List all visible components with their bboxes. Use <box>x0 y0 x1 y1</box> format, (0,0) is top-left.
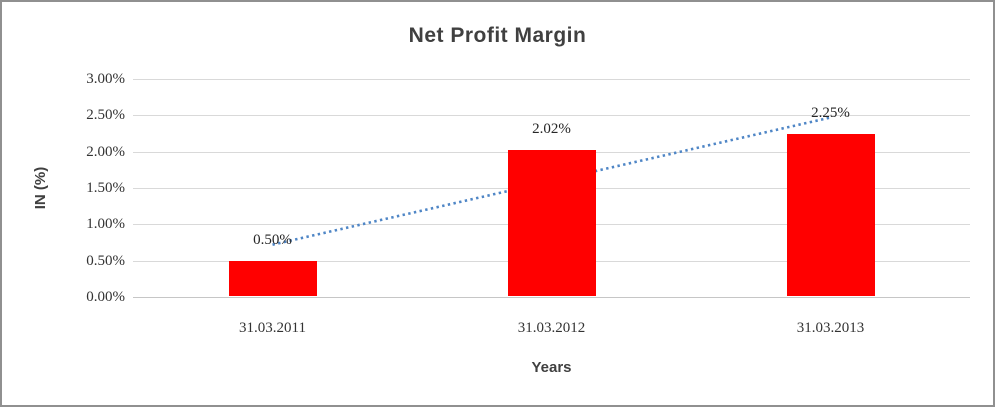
bar <box>228 260 317 296</box>
y-tick-label: 0.50% <box>86 252 125 269</box>
x-tick-label: 31.03.2011 <box>239 320 306 336</box>
plot-area: 0.50% 2.02% 2.25% <box>133 79 970 298</box>
gridline <box>133 115 970 117</box>
gridline <box>133 79 970 80</box>
bar <box>786 133 875 296</box>
bar-data-label: 2.25% <box>811 104 850 121</box>
y-tick-label: 1.50% <box>86 180 125 196</box>
x-tick-label: 31.03.2013 <box>796 320 865 336</box>
x-axis-title: Years <box>531 359 572 376</box>
y-tick-label: 1.00% <box>86 216 125 233</box>
x-tick-label: 31.03.2012 <box>517 320 586 336</box>
gridline <box>133 297 970 298</box>
y-tick-label: 0.00% <box>86 289 125 305</box>
y-tick-label: 2.50% <box>86 107 125 124</box>
y-tick-label: 2.00% <box>86 143 125 160</box>
chart-title: Net Profit Margin <box>408 24 587 47</box>
bar-data-label: 0.50% <box>253 231 292 248</box>
y-tick-label: 3.00% <box>86 71 125 87</box>
bar-data-label: 2.02% <box>532 121 571 138</box>
bar <box>507 150 596 296</box>
